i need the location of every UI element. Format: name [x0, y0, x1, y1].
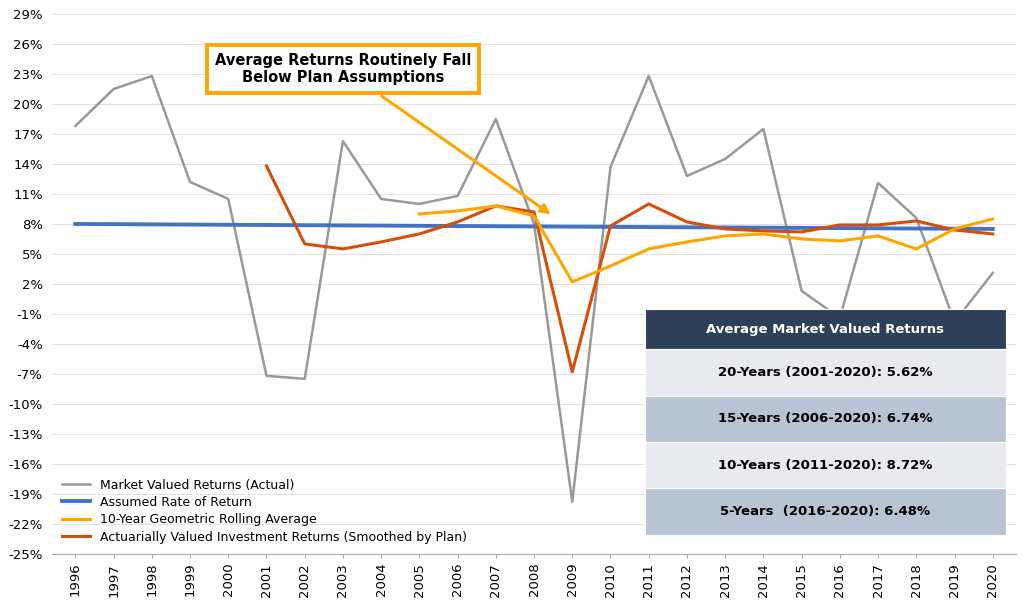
Bar [645, 309, 1006, 350]
Text: Average Market Valued Returns: Average Market Valued Returns [707, 322, 944, 336]
Bar [645, 488, 1006, 535]
Bar [645, 350, 1006, 396]
Text: 5-Years  (2016-2020): 6.48%: 5-Years (2016-2020): 6.48% [720, 505, 931, 518]
Text: 20-Years (2001-2020): 5.62%: 20-Years (2001-2020): 5.62% [718, 366, 933, 379]
Text: 15-Years (2006-2020): 6.74%: 15-Years (2006-2020): 6.74% [718, 413, 933, 425]
Legend: Market Valued Returns (Actual), Assumed Rate of Return, 10-Year Geometric Rollin: Market Valued Returns (Actual), Assumed … [58, 475, 471, 548]
Text: Average Returns Routinely Fall
Below Plan Assumptions: Average Returns Routinely Fall Below Pla… [215, 53, 548, 212]
Bar [645, 396, 1006, 442]
Bar [645, 442, 1006, 488]
Text: 10-Years (2011-2020): 8.72%: 10-Years (2011-2020): 8.72% [718, 459, 933, 472]
